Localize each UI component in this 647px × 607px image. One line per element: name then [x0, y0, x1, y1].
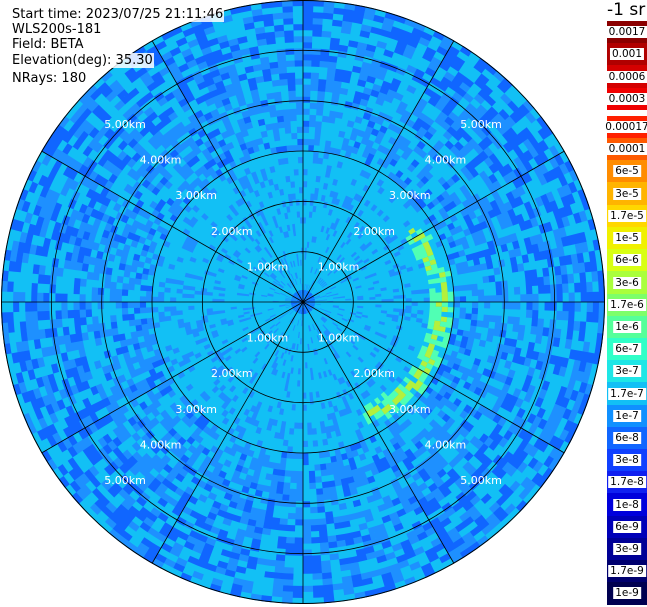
range-label: 5.00km — [460, 118, 502, 131]
range-label: 2.00km — [353, 367, 395, 380]
colorbar-label: 0.0003 — [606, 92, 647, 105]
field-label: Field: BETA — [11, 37, 85, 52]
colorbar-cell: 0.0006 — [606, 65, 647, 88]
colorbar-cell: 1.7e-7 — [607, 382, 647, 405]
range-label: 3.00km — [389, 189, 431, 202]
colorbar-cell: 3e-6 — [607, 271, 647, 294]
spoke-120 — [302, 301, 565, 454]
range-label: 5.00km — [104, 474, 146, 487]
colorbar-cell: 3e-5 — [607, 182, 647, 205]
range-label: 1.00km — [318, 332, 360, 345]
colorbar-unit: -1 sr — [607, 0, 646, 20]
colorbar-cell: 6e-7 — [607, 337, 647, 361]
start-time-label: Start time: 2023/07/25 21:11:46 — [11, 7, 225, 22]
colorbar-label: 6e-5 — [613, 165, 641, 178]
colorbar-cell: 1e-6 — [607, 315, 647, 339]
colorbar-cell: 1e-9 — [607, 582, 647, 605]
range-label: 5.00km — [104, 118, 146, 131]
spoke-150 — [302, 301, 455, 564]
colorbar-cell: 0.0001 — [606, 138, 647, 161]
colorbar-cell: 1e-8 — [607, 493, 647, 516]
colorbar-label: 6e-8 — [613, 431, 641, 444]
colorbar-cell: 1.7e-8 — [607, 471, 647, 494]
colorbar-label: 1.7e-7 — [608, 387, 646, 400]
instrument-label: WLS200s-181 — [11, 22, 103, 37]
colorbar-cell: 3e-8 — [607, 448, 647, 472]
colorbar-cell: 6e-8 — [607, 426, 647, 450]
colorbar-label: 1.7e-8 — [608, 476, 646, 489]
colorbar-cell: 1.7e-5 — [607, 204, 647, 228]
colorbar-label: 1.7e-5 — [608, 209, 646, 222]
colorbar-cell: 1.7e-6 — [607, 293, 647, 316]
range-label: 2.00km — [211, 225, 253, 238]
colorbar-gap — [607, 109, 647, 116]
colorbar-cell: 0.0017 — [606, 21, 647, 44]
ppi-cell-group — [366, 227, 448, 418]
colorbar-label: 0.0001 — [606, 143, 647, 156]
spoke-60 — [302, 150, 565, 303]
spoke-210 — [151, 301, 304, 564]
colorbar-label: 6e-9 — [613, 520, 641, 533]
range-label: 3.00km — [389, 403, 431, 416]
colorbar-label: 3e-8 — [613, 454, 641, 467]
colorbar-cell: 0.001 — [607, 43, 647, 66]
colorbar-label: 1.7e-9 — [608, 565, 646, 578]
colorbar-label: 3e-9 — [613, 543, 641, 556]
colorbar-cell: 1e-5 — [607, 226, 647, 250]
colorbar-label: 1e-9 — [613, 587, 641, 600]
colorbar-cell: 6e-6 — [607, 249, 647, 272]
range-label: 1.00km — [318, 260, 360, 273]
colorbar-cell: 3e-7 — [607, 360, 647, 383]
range-label: 4.00km — [425, 154, 467, 167]
colorbar-label: 3e-7 — [613, 365, 641, 378]
range-label: 4.00km — [140, 154, 182, 167]
colorbar-label: 6e-7 — [613, 343, 641, 356]
colorbar-label: 1.7e-6 — [608, 298, 646, 311]
range-label: 4.00km — [140, 438, 182, 451]
nrays-label: NRays: 180 — [11, 71, 88, 86]
spoke-300 — [41, 150, 304, 303]
range-label: 3.00km — [175, 189, 217, 202]
colorbar-cell: 0.00017 — [603, 115, 647, 139]
ppi-cell-group — [362, 228, 454, 425]
colorbar: 0.0017 0.001 0.0006 0.0003 0.00017 0.0001 6e-5… — [603, 21, 647, 605]
colorbar-cell: 1e-7 — [607, 404, 647, 428]
colorbar-cell: 3e-9 — [607, 537, 647, 561]
spoke-330 — [151, 40, 304, 303]
colorbar-cell: 6e-9 — [607, 515, 647, 539]
colorbar-label: 0.00017 — [603, 121, 647, 134]
range-label: 4.00km — [425, 438, 467, 451]
colorbar-label: 0.0006 — [606, 70, 647, 83]
range-label: 3.00km — [175, 403, 217, 416]
range-label: 2.00km — [211, 367, 253, 380]
colorbar-label: 0.001 — [609, 48, 645, 61]
colorbar-cell: 6e-5 — [607, 160, 647, 183]
colorbar-label: 3e-6 — [613, 276, 641, 289]
range-label: 2.00km — [353, 225, 395, 238]
spoke-30 — [302, 40, 455, 303]
colorbar-label: 3e-5 — [613, 187, 641, 200]
elevation-label: Elevation(deg): 35.30 — [11, 53, 154, 68]
range-label: 5.00km — [460, 474, 502, 487]
colorbar-label: 1e-8 — [613, 498, 641, 511]
ppi-plot: 1.00km 1.00km 1.00km 1.00km 2.00km 2.00km 2.00… — [1, 0, 605, 604]
range-label: 1.00km — [247, 260, 289, 273]
colorbar-label: 0.0017 — [606, 26, 647, 39]
colorbar-cell: 1.7e-9 — [607, 560, 647, 583]
range-label: 1.00km — [247, 332, 289, 345]
colorbar-label: 1e-7 — [613, 409, 641, 422]
colorbar-label: 1e-6 — [613, 320, 641, 333]
colorbar-cell: 0.0003 — [606, 87, 647, 111]
spoke-240 — [41, 301, 304, 454]
colorbar-label: 6e-6 — [613, 254, 641, 267]
colorbar-label: 1e-5 — [613, 232, 641, 245]
